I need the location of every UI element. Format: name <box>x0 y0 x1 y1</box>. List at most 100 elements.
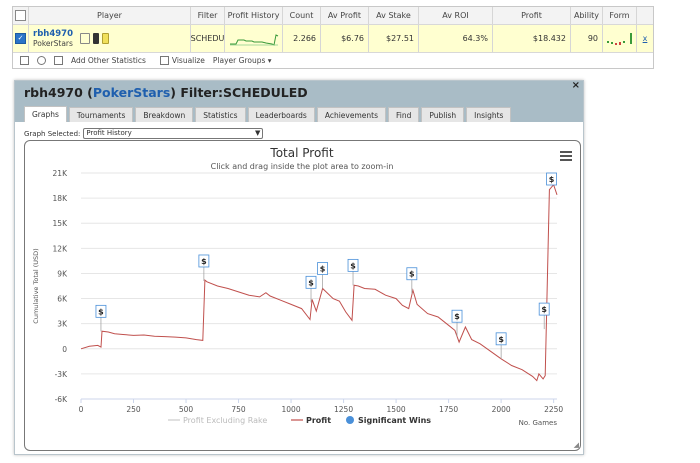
y-tick-label: 12K <box>53 244 69 253</box>
win-flag-label: $ <box>454 312 460 321</box>
chart-svg: Total Profit Click and drag inside the pl… <box>32 146 563 427</box>
row-count: 2.266 <box>283 25 321 52</box>
visualize-button[interactable]: Visualize <box>171 56 205 65</box>
col-av-roi[interactable]: Av ROI <box>419 7 493 24</box>
row-av-profit: $6.76 <box>321 25 369 52</box>
y-tick-label: 0 <box>62 345 67 354</box>
x-tick-label: 750 <box>231 405 246 414</box>
tab-find[interactable]: Find <box>388 107 420 122</box>
win-flag <box>198 254 210 268</box>
col-profit[interactable]: Profit <box>493 7 571 24</box>
tab-statistics[interactable]: Statistics <box>195 107 246 122</box>
tab-insights[interactable]: Insights <box>466 107 512 122</box>
col-actions <box>637 7 653 24</box>
row-av-stake: $27.51 <box>369 25 419 52</box>
win-flag-label: $ <box>98 307 104 316</box>
graph-selected-label: Graph Selected: <box>24 129 81 138</box>
win-flag-label: $ <box>320 265 326 274</box>
table-header: Player Filter Profit History Count Av Pr… <box>13 7 653 25</box>
select-all-checkbox[interactable] <box>13 7 29 24</box>
col-filter[interactable]: Filter <box>191 7 225 24</box>
chart-title: Total Profit <box>269 146 333 160</box>
chart-subtitle: Click and drag inside the plot area to z… <box>211 162 394 171</box>
y-tick-label: 15K <box>53 219 69 228</box>
panel-title-site[interactable]: PokerStars <box>92 85 171 100</box>
panel-tabs: Graphs Tournaments Breakdown Statistics … <box>15 104 583 122</box>
sparkline-line <box>229 33 278 46</box>
chart-menu-icon[interactable] <box>560 151 572 163</box>
tab-graphs[interactable]: Graphs <box>24 106 67 122</box>
win-flag-label: $ <box>201 257 207 266</box>
delete-icon[interactable] <box>20 56 29 65</box>
legend-profit-ex-rake: Profit Excluding Rake <box>183 416 267 425</box>
row-av-roi: 64.3% <box>419 25 493 52</box>
win-flag-label: $ <box>409 270 415 279</box>
x-tick-label: 1250 <box>334 405 353 414</box>
profit-chart[interactable]: Total Profit Click and drag inside the pl… <box>24 140 581 451</box>
x-tick-label: 500 <box>179 405 194 414</box>
legend-significant-wins: Significant Wins <box>358 416 431 425</box>
legend-profit: Profit <box>306 416 331 425</box>
link-icon[interactable] <box>54 56 63 65</box>
col-count[interactable]: Count <box>283 7 321 24</box>
profit-history-sparkline[interactable] <box>225 25 283 52</box>
win-flag <box>95 304 107 318</box>
form-mark <box>606 40 609 43</box>
form-indicator[interactable] <box>603 25 637 52</box>
panel-title-filter: ) Filter:SCHEDULED <box>170 85 308 100</box>
win-flag <box>406 267 418 281</box>
col-form[interactable]: Form <box>603 7 637 24</box>
visualize-icon <box>159 56 169 65</box>
win-flag-label: $ <box>498 335 504 344</box>
graph-select[interactable]: Profit History ▼ <box>83 128 264 139</box>
player-bar-icon[interactable] <box>93 33 99 44</box>
form-mark <box>618 41 621 45</box>
win-flag <box>538 302 550 316</box>
win-flag <box>451 309 463 323</box>
col-av-stake[interactable]: Av Stake <box>369 7 419 24</box>
y-tick-label: -3K <box>55 370 68 379</box>
tab-publish[interactable]: Publish <box>421 107 465 122</box>
row-filter: SCHEDU <box>191 25 225 52</box>
form-svg <box>606 32 632 45</box>
win-flag-label: $ <box>549 175 555 184</box>
refresh-icon[interactable] <box>37 56 46 65</box>
form-mark <box>614 42 617 45</box>
form-mark <box>629 32 632 44</box>
resize-grip-icon[interactable]: ◢ <box>573 441 579 449</box>
player-info-icon[interactable] <box>80 33 90 44</box>
row-checkbox[interactable]: ✓ <box>13 25 29 52</box>
table-row[interactable]: ✓ rbh4970 PokerStars SCHEDU 2.266 <box>13 25 653 53</box>
y-tick-label: 21K <box>53 169 69 178</box>
tab-achievements[interactable]: Achievements <box>316 107 386 122</box>
win-flag-label: $ <box>308 278 314 287</box>
win-flag-label: $ <box>541 305 547 314</box>
col-profit-history[interactable]: Profit History <box>225 7 283 24</box>
x-axis-title: No. Games <box>519 419 558 427</box>
y-tick-label: -6K <box>55 395 68 404</box>
col-player[interactable]: Player <box>29 7 191 24</box>
x-tick-label: 2000 <box>492 405 511 414</box>
tab-leaderboards[interactable]: Leaderboards <box>247 107 315 122</box>
x-tick-label: 2250 <box>544 405 563 414</box>
x-tick-label: 1500 <box>387 405 406 414</box>
win-flag <box>546 172 557 186</box>
y-axis-title: Cumulative Total (USD) <box>32 248 40 323</box>
player-groups-dropdown[interactable]: Player Groups ▾ <box>212 56 272 65</box>
win-flag <box>317 262 328 275</box>
tab-breakdown[interactable]: Breakdown <box>135 107 194 122</box>
player-name-link[interactable]: rbh4970 <box>33 28 73 39</box>
row-remove-link[interactable]: x <box>642 34 648 43</box>
panel-title-player: rbh4970 ( <box>24 85 93 100</box>
chevron-down-icon: ▼ <box>255 129 261 137</box>
col-av-profit[interactable]: Av Profit <box>321 7 369 24</box>
x-tick-label: 1000 <box>282 405 301 414</box>
col-ability[interactable]: Ability <box>571 7 603 24</box>
win-flag <box>305 275 317 289</box>
close-icon[interactable]: × <box>571 80 580 91</box>
legend-wins-swatch <box>346 416 354 424</box>
tab-tournaments[interactable]: Tournaments <box>68 107 134 122</box>
player-note-icon[interactable] <box>102 33 109 44</box>
add-other-statistics-button[interactable]: Add Other Statistics <box>71 56 146 65</box>
player-site: PokerStars <box>33 38 73 48</box>
